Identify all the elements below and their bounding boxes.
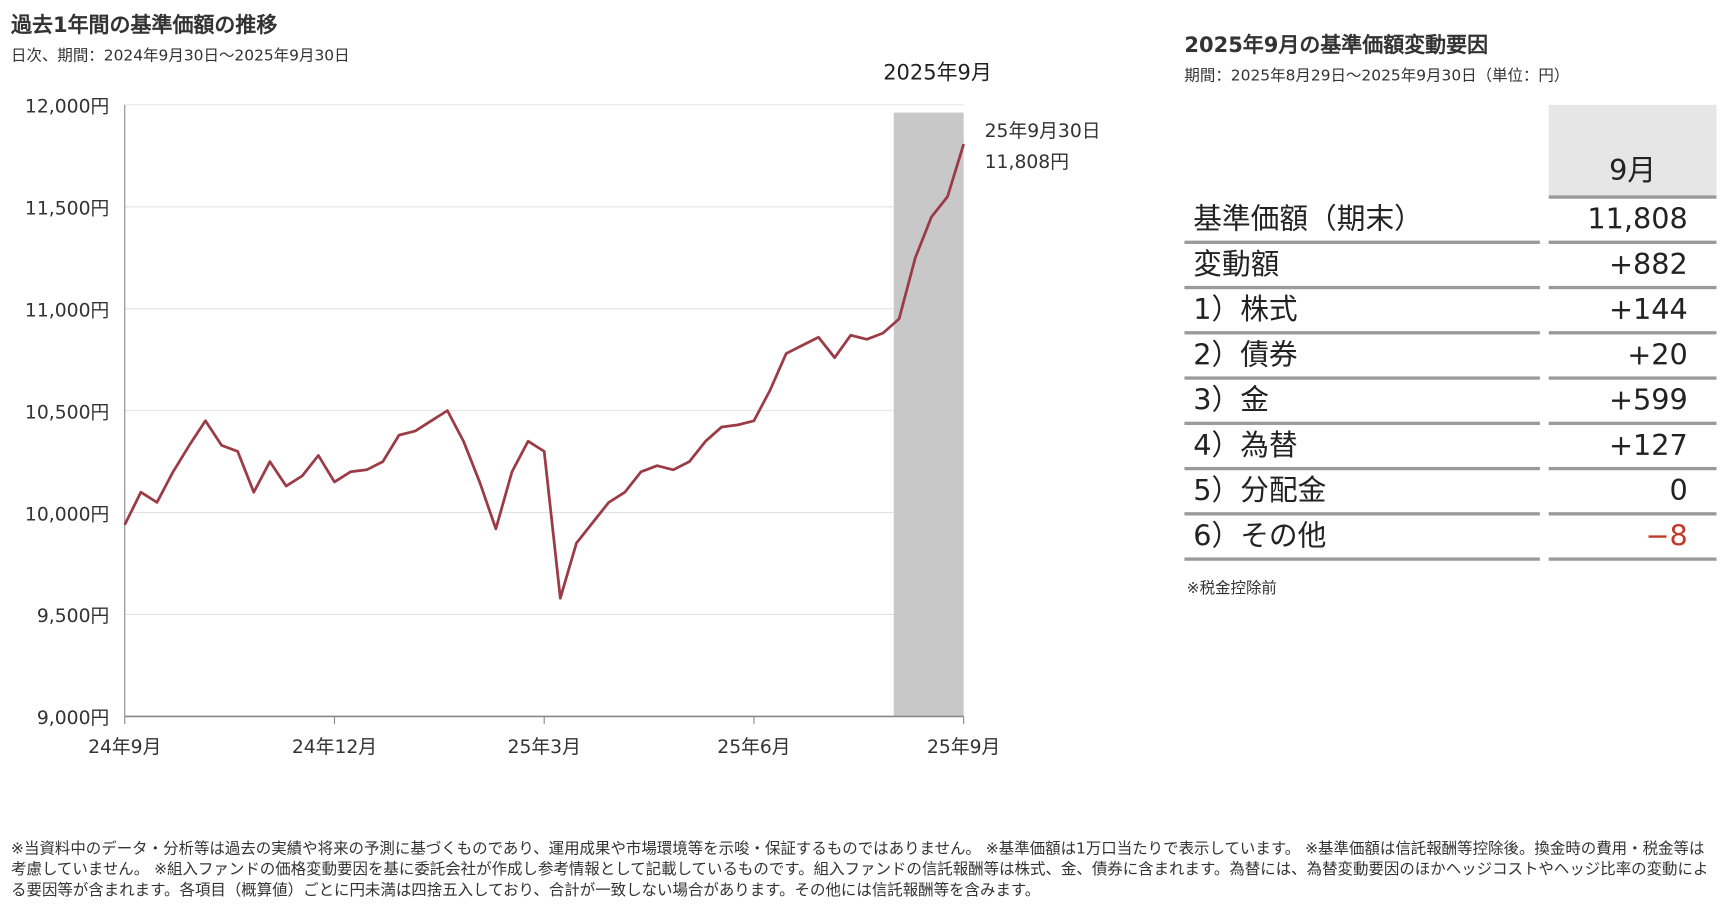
row-label: 5）分配金 [1184,470,1540,516]
row-value: +882 [1548,244,1717,290]
table-row: 4）為替 +127 [1184,425,1717,471]
table-subtitle: 期間：2025年8月29日～2025年9月30日（単位：円） [1184,67,1570,85]
table-row: 5）分配金 0 [1184,470,1717,516]
row-value: 0 [1548,470,1717,516]
x-tick-label: 24年9月 [88,736,161,758]
row-label: 3）金 [1184,380,1540,425]
table-row: 1）株式 +144 [1184,289,1717,335]
table-header: 9月 [1548,104,1717,199]
chart-subtitle: 日次、期間：2024年9月30日～2025年9月30日 [11,47,350,66]
row-value: +20 [1548,334,1717,380]
y-tick-label: 10,500円 [25,402,109,423]
table-row: 基準価額（期末） 11,808 [1184,199,1717,244]
row-label: 2）債券 [1184,334,1540,380]
table: 9月 基準価額（期末） 11,808 変動額 +882 1）株式 +144 2）債券 +20 3… [1184,104,1717,561]
y-tick-label: 10,000円 [25,504,109,525]
table-row: 3）金 +599 [1184,380,1717,425]
row-label: 変動額 [1184,244,1540,290]
chart: 9,000円 9,500円 10,000円 10,500円 11,000円 11,500円… [25,60,1101,758]
highlight-label: 2025年9月 [883,60,992,84]
x-tick-label: 25年6月 [717,736,790,758]
y-tick-label: 12,000円 [25,97,109,118]
table-row: 変動額 +882 [1184,244,1717,290]
row-value: −8 [1548,515,1717,561]
row-label: 基準価額（期末） [1184,199,1540,244]
price-line [123,143,965,600]
row-label: 6）その他 [1184,515,1540,561]
table-title: 2025年9月の基準価額変動要因 [1184,33,1489,58]
table-note: ※税金控除前 [1186,579,1277,598]
row-value: +127 [1548,425,1717,471]
chart-title: 過去1年間の基準価額の推移 [11,13,278,38]
row-value: +144 [1548,289,1717,335]
annotation-value: 11,808円 [985,152,1069,173]
row-label: 4）為替 [1184,425,1540,471]
y-tick-label: 11,000円 [25,300,109,321]
footnote: ※当資料中のデータ・分析等は過去の実績や将来の予測に基づくものであり、運用成果や… [11,840,1709,900]
table-row: 6）その他 −8 [1184,515,1717,561]
x-tick-label: 25年9月 [927,736,1000,758]
x-tick-label: 24年12月 [292,736,377,758]
row-value: 11,808 [1548,199,1717,244]
highlight-band [893,112,964,717]
table-row: 2）債券 +20 [1184,334,1717,380]
x-tick-label: 25年3月 [508,736,581,758]
annotation-date: 25年9月30日 [985,120,1101,142]
y-tick-label: 9,500円 [37,606,109,627]
row-label: 1）株式 [1184,289,1540,335]
y-tick-label: 11,500円 [25,199,109,220]
y-tick-label: 9,000円 [37,708,109,729]
row-value: +599 [1548,380,1717,425]
